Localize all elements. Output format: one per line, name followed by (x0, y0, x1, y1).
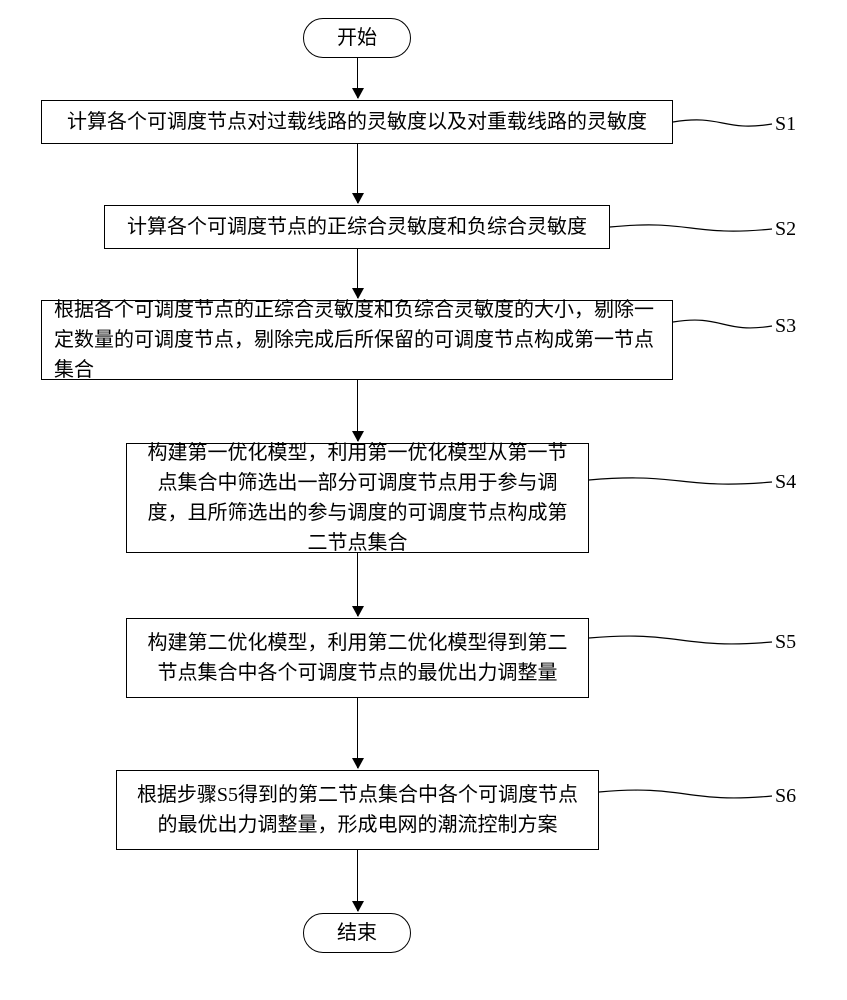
start-node: 开始 (303, 18, 411, 58)
arrow-6 (357, 850, 358, 911)
label-curve-5 (599, 790, 772, 798)
step-s5-node: 构建第二优化模型，利用第二优化模型得到第二节点集合中各个可调度节点的最优出力调整… (126, 618, 589, 698)
step-s2-text: 计算各个可调度节点的正综合灵敏度和负综合灵敏度 (127, 212, 587, 242)
label-s6: S6 (775, 785, 796, 808)
start-text: 开始 (337, 23, 377, 53)
label-s1: S1 (775, 113, 796, 136)
label-curve-1 (610, 225, 772, 231)
label-s4: S4 (775, 471, 796, 494)
step-s5-text: 构建第二优化模型，利用第二优化模型得到第二节点集合中各个可调度节点的最优出力调整… (139, 628, 576, 688)
label-curve-2 (673, 320, 772, 328)
arrow-1 (357, 144, 358, 203)
step-s6-text: 根据步骤S5得到的第二节点集合中各个可调度节点的最优出力调整量，形成电网的潮流控… (129, 780, 586, 840)
step-s1-node: 计算各个可调度节点对过载线路的灵敏度以及对重载线路的灵敏度 (41, 100, 673, 144)
step-s3-node: 根据各个可调度节点的正综合灵敏度和负综合灵敏度的大小，剔除一定数量的可调度节点，… (41, 300, 673, 380)
arrow-3 (357, 380, 358, 441)
step-s4-text: 构建第一优化模型，利用第一优化模型从第一节点集合中筛选出一部分可调度节点用于参与… (139, 438, 576, 558)
step-s1-text: 计算各个可调度节点对过载线路的灵敏度以及对重载线路的灵敏度 (67, 107, 647, 137)
end-node: 结束 (303, 913, 411, 953)
step-s6-node: 根据步骤S5得到的第二节点集合中各个可调度节点的最优出力调整量，形成电网的潮流控… (116, 770, 599, 850)
step-s3-text: 根据各个可调度节点的正综合灵敏度和负综合灵敏度的大小，剔除一定数量的可调度节点，… (54, 295, 660, 385)
step-s4-node: 构建第一优化模型，利用第一优化模型从第一节点集合中筛选出一部分可调度节点用于参与… (126, 443, 589, 553)
end-text: 结束 (337, 918, 377, 948)
label-s2: S2 (775, 218, 796, 241)
arrow-0 (357, 58, 358, 98)
arrow-4 (357, 553, 358, 616)
label-s3: S3 (775, 315, 796, 338)
label-s5: S5 (775, 631, 796, 654)
label-curve-3 (589, 478, 772, 484)
arrow-5 (357, 698, 358, 768)
label-curve-4 (589, 636, 772, 644)
step-s2-node: 计算各个可调度节点的正综合灵敏度和负综合灵敏度 (104, 205, 610, 249)
label-curve-0 (673, 120, 772, 126)
arrow-2 (357, 249, 358, 298)
